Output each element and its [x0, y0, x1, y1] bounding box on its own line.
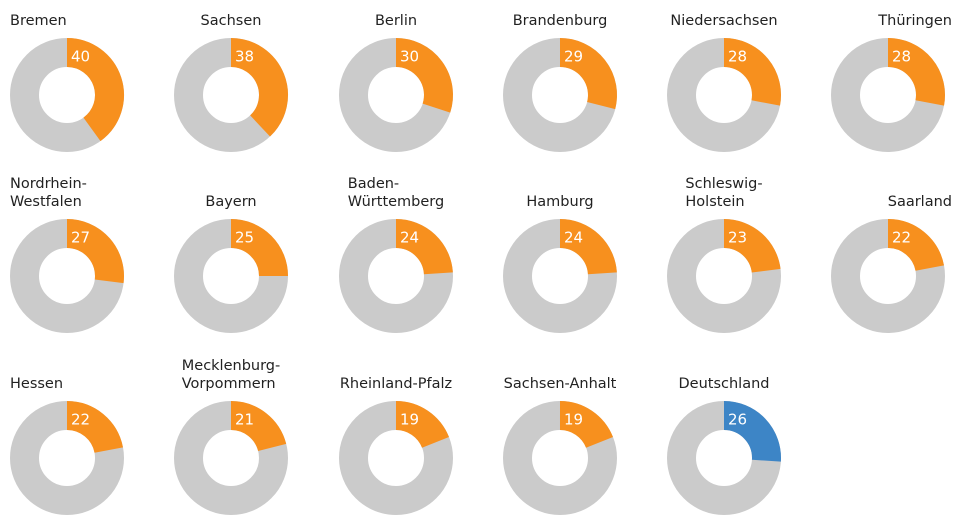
donut-segment	[66, 219, 124, 284]
value-label: 26	[728, 411, 747, 429]
donut-label: Nordrhein- Westfalen	[10, 176, 87, 210]
donut-label: Schleswig- Holstein	[685, 176, 763, 210]
donut-label: Deutschland	[678, 376, 770, 392]
donut-segment	[559, 401, 613, 449]
donut-segment	[395, 38, 453, 113]
value-label: 22	[892, 229, 911, 247]
donut-label: Berlin	[374, 13, 418, 29]
donut-label: Brandenburg	[512, 13, 608, 29]
donut-label: Hessen	[10, 376, 64, 392]
donut-label: Niedersachsen	[670, 13, 778, 29]
donut-segment	[230, 219, 288, 277]
value-label: 28	[728, 48, 747, 66]
donut-segment	[887, 38, 945, 106]
donut-segment	[887, 219, 944, 272]
value-label: 38	[235, 48, 254, 66]
donut-label: Bremen	[10, 13, 67, 29]
donut-segment	[723, 219, 781, 274]
value-label: 24	[564, 229, 583, 247]
value-label: 19	[400, 411, 419, 429]
donut-segment	[230, 401, 287, 452]
donut-segment	[66, 38, 124, 142]
donut-segment	[559, 38, 617, 110]
donut-segment	[395, 401, 449, 449]
donut-label: Saarland	[887, 194, 952, 210]
donut-label: Thüringen	[878, 13, 952, 29]
donut-label: Bayern	[205, 194, 257, 210]
donut-label: Sachsen-Anhalt	[503, 376, 617, 392]
donut-segment	[559, 219, 617, 276]
donut-label: Sachsen	[200, 13, 262, 29]
donut-label: Hamburg	[526, 194, 594, 210]
value-label: 24	[400, 229, 419, 247]
donut-label: Mecklenburg- Vorpommern	[181, 358, 281, 392]
donut-segment	[395, 219, 453, 276]
donut-segment	[723, 38, 781, 106]
value-label: 28	[892, 48, 911, 66]
value-label: 29	[564, 48, 583, 66]
donut-label: Baden- Württemberg	[347, 176, 445, 210]
donut-segment	[66, 401, 123, 454]
value-label: 22	[71, 411, 90, 429]
donut-label: Rheinland-Pfalz	[339, 376, 453, 392]
value-label: 27	[71, 229, 90, 247]
value-label: 40	[71, 48, 90, 66]
value-label: 21	[235, 411, 254, 429]
donut-segment	[723, 401, 781, 462]
value-label: 25	[235, 229, 254, 247]
value-label: 19	[564, 411, 583, 429]
value-label: 30	[400, 48, 419, 66]
value-label: 23	[728, 229, 747, 247]
donut-segment	[230, 38, 288, 137]
